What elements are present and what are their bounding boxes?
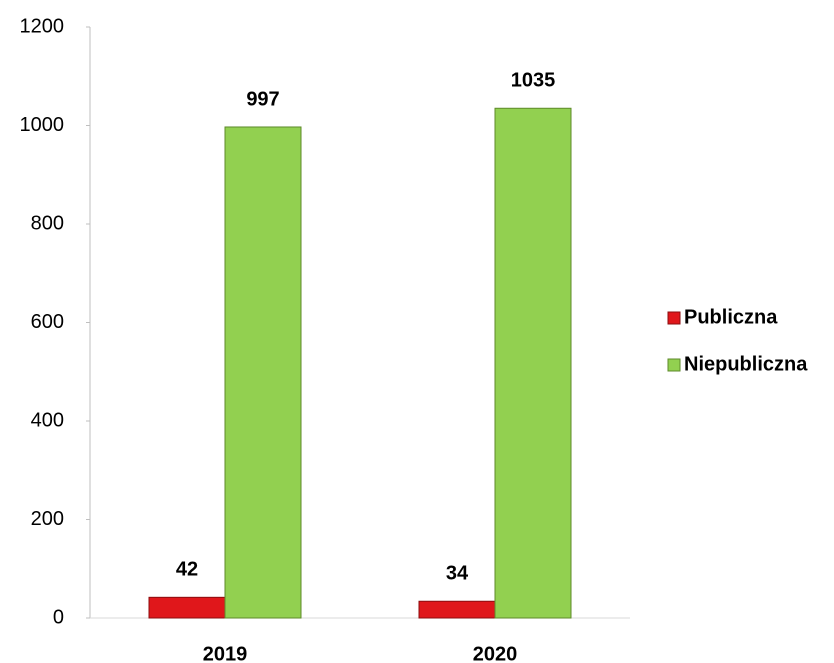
data-label: 997 xyxy=(246,88,279,110)
data-label: 1035 xyxy=(511,70,556,92)
x-tick-label: 2019 xyxy=(203,643,248,663)
y-tick-label: 1200 xyxy=(20,15,65,37)
y-tick-label: 800 xyxy=(31,212,64,234)
legend-label: Niepubliczna xyxy=(684,353,808,375)
y-tick-label: 0 xyxy=(53,606,64,628)
legend-swatch xyxy=(667,311,681,325)
x-tick-label: 2020 xyxy=(473,643,518,663)
bar xyxy=(224,126,302,619)
bar xyxy=(418,600,496,619)
bar xyxy=(494,107,572,619)
data-label: 34 xyxy=(446,563,469,585)
data-label: 42 xyxy=(176,559,198,581)
legend-label: Publiczna xyxy=(684,306,778,328)
legend-swatch xyxy=(667,358,681,372)
y-tick-label: 200 xyxy=(31,508,64,530)
bar xyxy=(148,596,226,619)
y-tick-label: 400 xyxy=(31,409,64,431)
y-tick-label: 1000 xyxy=(20,114,65,136)
y-tick-label: 600 xyxy=(31,311,64,333)
